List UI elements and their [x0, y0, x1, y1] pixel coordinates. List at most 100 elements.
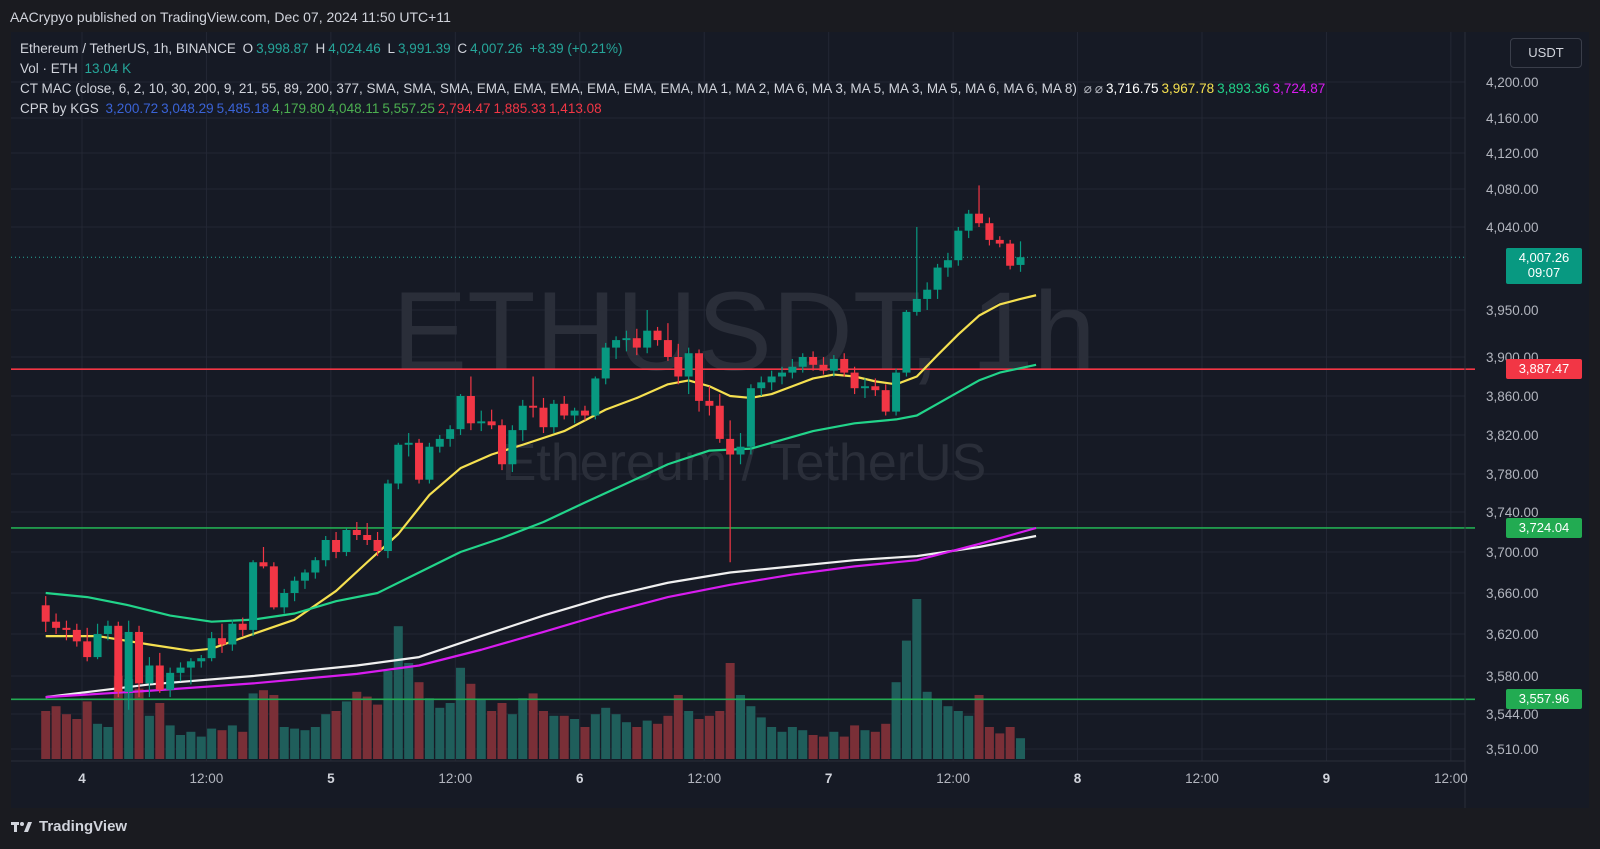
candle-body	[850, 372, 859, 389]
volume-bar	[538, 711, 548, 759]
price-chart[interactable]: ETHUSDT, 1h Ethereum / TetherUS 4,200.00…	[11, 32, 1589, 808]
volume-bar	[290, 728, 300, 759]
candle-body	[881, 390, 890, 412]
legend-symbol[interactable]: Ethereum / TetherUS, 1h, BINANCE	[20, 41, 236, 56]
volume-bar	[787, 727, 797, 759]
horizontal-lines	[11, 368, 1475, 701]
candle-body	[83, 641, 92, 658]
volume-bar	[953, 711, 963, 759]
candle-body	[62, 627, 71, 630]
indicator-value: 4,179.80	[272, 101, 325, 116]
indicator-value: 3,716.75	[1105, 81, 1159, 96]
volume-bar	[850, 725, 860, 759]
candle-body	[819, 364, 828, 371]
volume-bar	[476, 699, 486, 759]
legend-change: +8.39 (+0.21%)	[529, 41, 623, 56]
candle-body	[995, 239, 1004, 244]
volume-bar	[995, 733, 1005, 759]
time-tick-label: 12:00	[687, 771, 721, 786]
price-tick-label: 3,510.00	[1486, 742, 1539, 757]
volume-bar	[601, 707, 611, 759]
legend-c-label: C	[457, 41, 468, 56]
volume-bar	[321, 714, 331, 759]
candle-body	[653, 330, 662, 341]
candle-body	[829, 358, 838, 371]
candle-body	[1016, 257, 1025, 265]
volume-bar	[487, 711, 497, 759]
volume-bar	[808, 735, 818, 759]
candle-body	[591, 378, 600, 416]
price-tick-label: 3,620.00	[1486, 627, 1539, 642]
candle-body	[695, 353, 704, 401]
legend-l-label: L	[387, 41, 396, 56]
volume-bar	[818, 736, 828, 759]
volume-bar	[984, 727, 994, 759]
time-tick-label: 4	[78, 771, 86, 786]
indicator-value: 3,893.36	[1217, 81, 1270, 96]
volume-bar	[445, 703, 455, 759]
candle-body	[663, 340, 672, 357]
volume-bar	[124, 679, 134, 759]
time-tick-label: 9	[1323, 771, 1331, 786]
volume-bar	[279, 727, 289, 759]
volume-bar	[51, 706, 61, 759]
volume-bar	[559, 715, 569, 759]
candle-body	[290, 580, 299, 593]
volume-bar	[694, 719, 704, 759]
candle-body	[632, 338, 641, 348]
volume-bar	[704, 715, 714, 759]
volume-bar	[331, 711, 341, 759]
legend-ct-mac: CT MAC (close, 6, 2, 10, 30, 200, 9, 21,…	[20, 81, 1331, 97]
volume-label[interactable]: Vol · ETH	[20, 61, 78, 76]
volume-bar	[373, 704, 383, 759]
candle-body	[684, 353, 693, 377]
volume-bar	[549, 715, 559, 759]
indicator-value: 2,794.47	[437, 101, 491, 116]
volume-bars	[41, 599, 1026, 759]
time-tick-label: 12:00	[190, 771, 224, 786]
candle-body	[166, 672, 175, 690]
candle-body	[860, 386, 869, 389]
price-tick-label: 3,950.00	[1486, 303, 1539, 318]
volume-bar	[1005, 727, 1015, 759]
candle-body	[964, 213, 973, 231]
price-tick-label: 3,700.00	[1486, 545, 1539, 560]
candle-body	[456, 396, 465, 430]
currency-button[interactable]: USDT	[1510, 38, 1582, 68]
volume-bar	[943, 706, 953, 759]
last-price-tag: 4,007.26 09:07	[1506, 248, 1582, 285]
legend-low: 3,991.39	[398, 41, 451, 56]
tradingview-footer[interactable]: TradingView	[11, 818, 127, 835]
candles	[41, 185, 1025, 710]
volume-bar	[155, 703, 165, 759]
volume-bar	[227, 725, 237, 759]
candle-body	[103, 625, 112, 634]
ct-mac-label[interactable]: CT MAC (close, 6, 2, 10, 30, 200, 9, 21,…	[20, 81, 1077, 96]
indicator-value: 3,200.72	[105, 101, 159, 116]
volume-bar	[362, 696, 372, 759]
candle-body	[197, 658, 206, 662]
price-tick-label: 3,820.00	[1486, 428, 1539, 443]
candle-body	[186, 661, 195, 668]
volume-bar	[922, 691, 932, 759]
candle-body	[72, 629, 81, 642]
volume-bar	[974, 695, 984, 759]
price-tick-label: 4,080.00	[1486, 182, 1539, 197]
cpr-label[interactable]: CPR by KGS	[20, 101, 99, 116]
na-symbol: ⌀	[1094, 81, 1103, 96]
volume-bar	[870, 731, 880, 759]
volume-bar	[725, 663, 735, 759]
moving-average-line	[45, 363, 1037, 623]
volume-bar	[424, 698, 434, 759]
candle-body	[394, 444, 403, 484]
legend-open: 3,998.87	[256, 41, 309, 56]
price-tick-label: 3,780.00	[1486, 467, 1539, 482]
candle-body	[912, 298, 921, 312]
volume-bar	[746, 706, 756, 759]
price-tick-label: 4,200.00	[1486, 75, 1539, 90]
volume-bar	[466, 683, 476, 759]
volume-bar	[767, 727, 777, 759]
time-tick-label: 12:00	[438, 771, 472, 786]
time-tick-label: 7	[825, 771, 833, 786]
candle-body	[218, 638, 226, 645]
